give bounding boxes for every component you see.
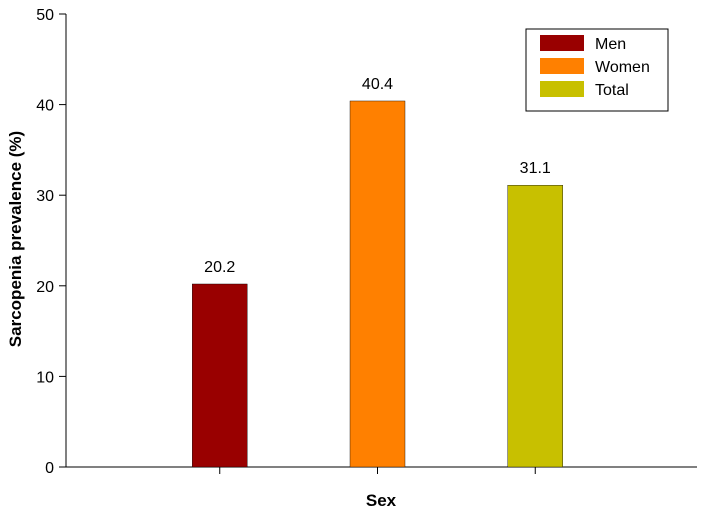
legend-swatch-total bbox=[540, 81, 584, 97]
y-tick-label: 30 bbox=[36, 188, 54, 205]
y-tick-label: 0 bbox=[45, 460, 54, 477]
bar-total bbox=[507, 185, 563, 468]
y-axis: 0 10 20 30 40 50 bbox=[36, 7, 67, 477]
y-tick-label: 10 bbox=[36, 369, 54, 386]
y-axis-title: Sarcopenia prevalence (%) bbox=[6, 131, 25, 347]
y-tick-label: 20 bbox=[36, 279, 54, 296]
bar-men bbox=[192, 283, 248, 468]
legend-swatch-men bbox=[540, 35, 584, 51]
data-label-women: 40.4 bbox=[362, 76, 393, 93]
legend-swatch-women bbox=[540, 58, 584, 74]
data-label-men: 20.2 bbox=[204, 259, 235, 276]
legend-label-men: Men bbox=[595, 36, 626, 53]
x-axis-title: Sex bbox=[366, 491, 397, 510]
y-tick-label: 40 bbox=[36, 98, 54, 115]
legend: Men Women Total bbox=[525, 28, 669, 112]
bars bbox=[192, 100, 563, 468]
legend-label-total: Total bbox=[595, 82, 629, 99]
data-labels: 20.2 40.4 31.1 bbox=[204, 76, 551, 276]
bar-women bbox=[349, 100, 406, 468]
y-tick-label: 50 bbox=[36, 7, 54, 24]
legend-label-women: Women bbox=[595, 59, 650, 76]
x-axis bbox=[66, 466, 697, 474]
data-label-total: 31.1 bbox=[520, 160, 551, 177]
